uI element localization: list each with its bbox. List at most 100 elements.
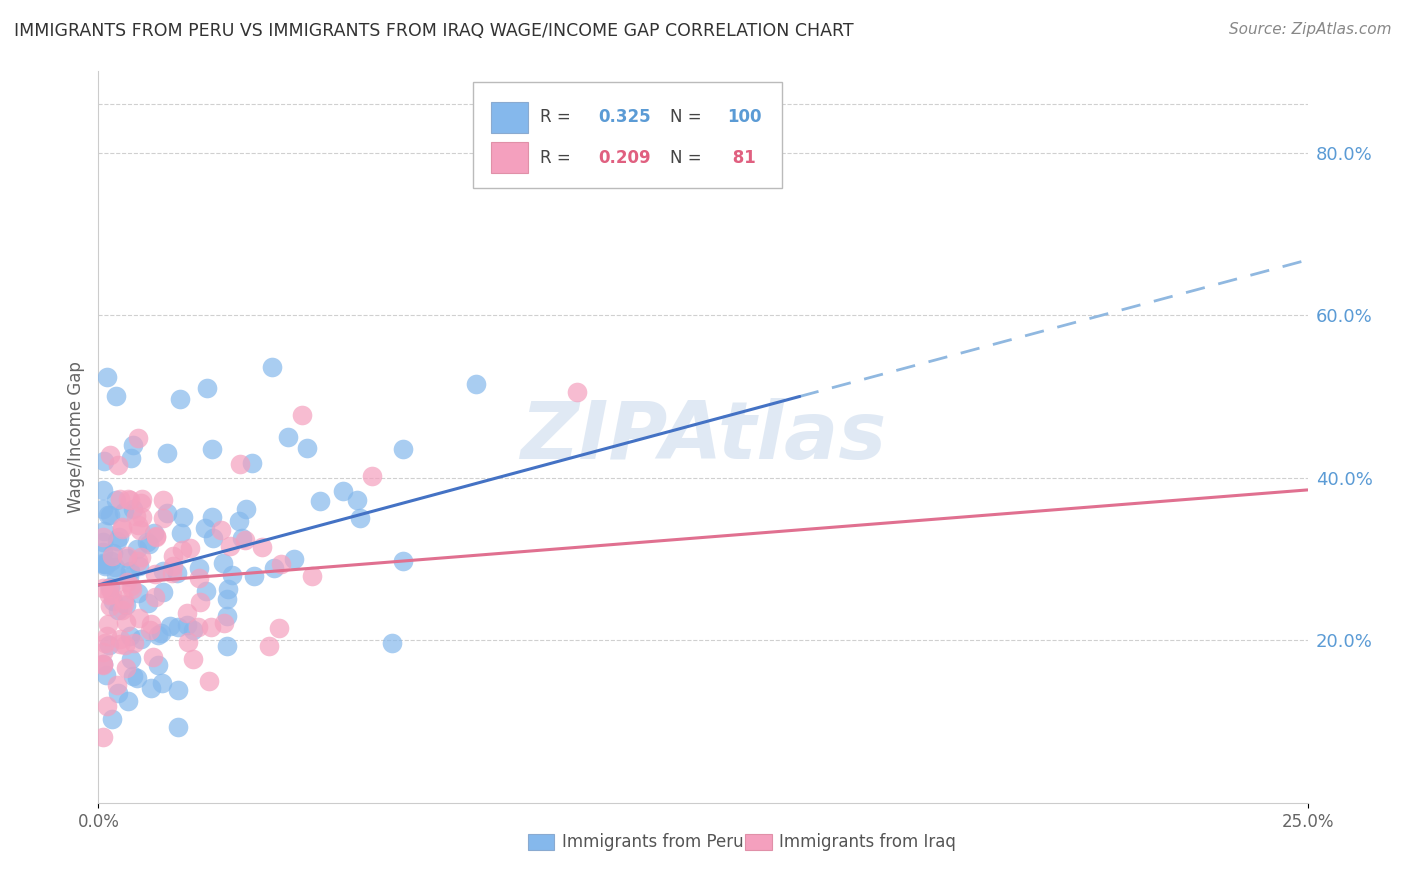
Point <box>128 611 150 625</box>
Point <box>124 508 146 523</box>
Point <box>112 591 135 606</box>
Point <box>105 492 128 507</box>
Point <box>115 551 138 566</box>
Point <box>120 450 142 465</box>
Point <box>98 508 121 522</box>
Point <box>122 669 145 683</box>
Point <box>91 530 114 544</box>
Point <box>108 632 131 647</box>
Point <box>136 596 159 610</box>
Point <box>301 568 323 582</box>
Point <box>94 559 117 574</box>
Point <box>97 508 120 522</box>
Point <box>94 557 117 571</box>
Text: IMMIGRANTS FROM PERU VS IMMIGRANTS FROM IRAQ WAGE/INCOME GAP CORRELATION CHART: IMMIGRANTS FROM PERU VS IMMIGRANTS FROM … <box>14 22 853 40</box>
Point <box>115 574 138 589</box>
Point <box>277 430 299 444</box>
Point <box>122 636 145 650</box>
Point <box>131 510 153 524</box>
Point <box>118 565 141 579</box>
Point <box>91 657 114 671</box>
FancyBboxPatch shape <box>474 82 782 188</box>
Point <box>212 616 235 631</box>
Point <box>128 524 150 538</box>
Point <box>146 628 169 642</box>
Point <box>139 616 162 631</box>
Point <box>98 580 121 594</box>
Point <box>217 639 239 653</box>
Point <box>141 681 163 696</box>
Point <box>188 571 211 585</box>
Point <box>91 545 114 559</box>
Point <box>297 441 319 455</box>
Point <box>243 569 266 583</box>
Point <box>117 694 139 708</box>
Point <box>187 620 209 634</box>
Text: 81: 81 <box>727 149 756 167</box>
Point <box>91 658 114 673</box>
Point <box>194 521 217 535</box>
Point <box>91 556 114 570</box>
Point <box>142 649 165 664</box>
Point <box>96 699 118 714</box>
Point <box>107 458 129 472</box>
Point <box>93 524 115 538</box>
Point <box>114 505 136 519</box>
Point <box>107 686 129 700</box>
Point <box>250 541 273 555</box>
Point <box>120 579 142 593</box>
Point <box>152 492 174 507</box>
Point <box>91 502 114 516</box>
Y-axis label: Wage/Income Gap: Wage/Income Gap <box>66 361 84 513</box>
Point <box>267 621 290 635</box>
Point <box>91 581 114 595</box>
Point <box>346 492 368 507</box>
Point <box>201 510 224 524</box>
Text: R =: R = <box>540 149 576 167</box>
Point <box>111 603 134 617</box>
Point <box>105 678 128 692</box>
Point <box>115 661 138 675</box>
Point <box>127 554 149 568</box>
Point <box>150 626 173 640</box>
Point <box>110 522 132 536</box>
Point <box>257 639 280 653</box>
Point <box>162 549 184 564</box>
Point <box>96 668 118 682</box>
Point <box>121 437 143 451</box>
Point <box>111 520 134 534</box>
Text: N =: N = <box>671 149 707 167</box>
Point <box>291 408 314 422</box>
Point <box>115 549 138 564</box>
Point <box>260 360 283 375</box>
Point <box>181 624 204 638</box>
Point <box>233 533 256 547</box>
Point <box>104 566 127 581</box>
Point <box>212 557 235 571</box>
Point <box>97 588 120 602</box>
Point <box>217 582 239 596</box>
Point <box>108 637 131 651</box>
Point <box>125 671 148 685</box>
Point <box>145 528 167 542</box>
Point <box>187 560 209 574</box>
Point <box>283 552 305 566</box>
Point <box>120 651 142 665</box>
Point <box>381 636 404 650</box>
Point <box>96 629 118 643</box>
Point <box>150 676 173 690</box>
Point <box>112 597 135 611</box>
Point <box>91 535 114 549</box>
Point <box>172 510 194 524</box>
Point <box>270 558 292 572</box>
Point <box>198 674 221 689</box>
Point <box>100 554 122 568</box>
Point <box>235 502 257 516</box>
Point <box>103 594 125 608</box>
Point <box>565 385 588 400</box>
Text: Immigrants from Iraq: Immigrants from Iraq <box>779 833 956 851</box>
Point <box>155 446 177 460</box>
Point <box>145 530 167 544</box>
Bar <box>492 102 527 133</box>
Text: N =: N = <box>671 109 707 127</box>
